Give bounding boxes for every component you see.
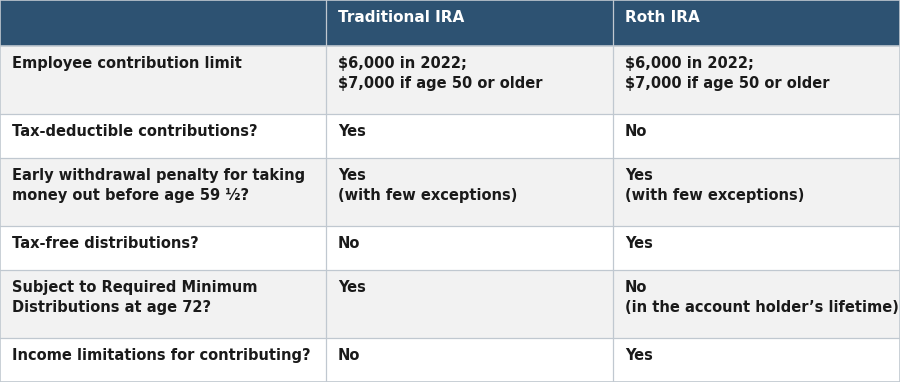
Text: Early withdrawal penalty for taking
money out before age 59 ½?: Early withdrawal penalty for taking mone… xyxy=(12,168,305,203)
Text: Subject to Required Minimum
Distributions at age 72?: Subject to Required Minimum Distribution… xyxy=(12,280,257,316)
Text: Yes: Yes xyxy=(338,124,365,139)
Text: Traditional IRA: Traditional IRA xyxy=(338,10,464,25)
Bar xyxy=(0,227,326,270)
Text: No: No xyxy=(625,124,647,139)
Bar xyxy=(613,114,900,158)
Text: Yes
(with few exceptions): Yes (with few exceptions) xyxy=(625,168,805,203)
Text: No: No xyxy=(338,236,360,251)
Text: $6,000 in 2022;
$7,000 if age 50 or older: $6,000 in 2022; $7,000 if age 50 or olde… xyxy=(338,56,543,91)
Bar xyxy=(613,227,900,270)
Bar xyxy=(613,270,900,338)
Text: Employee contribution limit: Employee contribution limit xyxy=(12,56,242,71)
Bar xyxy=(0,338,326,382)
Text: Tax-free distributions?: Tax-free distributions? xyxy=(12,236,199,251)
Bar xyxy=(613,158,900,227)
Text: Yes: Yes xyxy=(625,236,652,251)
Bar xyxy=(0,0,326,46)
Text: Yes
(with few exceptions): Yes (with few exceptions) xyxy=(338,168,518,203)
Text: Roth IRA: Roth IRA xyxy=(625,10,699,25)
Bar xyxy=(326,0,613,46)
Bar xyxy=(326,158,613,227)
Text: $6,000 in 2022;
$7,000 if age 50 or older: $6,000 in 2022; $7,000 if age 50 or olde… xyxy=(625,56,830,91)
Bar xyxy=(326,114,613,158)
Bar xyxy=(613,338,900,382)
Bar xyxy=(326,338,613,382)
Bar xyxy=(0,270,326,338)
Text: Yes: Yes xyxy=(338,280,365,295)
Bar xyxy=(0,46,326,114)
Bar xyxy=(613,46,900,114)
Text: No: No xyxy=(338,348,360,363)
Text: Tax-deductible contributions?: Tax-deductible contributions? xyxy=(12,124,257,139)
Bar xyxy=(326,46,613,114)
Text: Income limitations for contributing?: Income limitations for contributing? xyxy=(12,348,310,363)
Bar xyxy=(613,0,900,46)
Text: Yes: Yes xyxy=(625,348,652,363)
Bar xyxy=(326,227,613,270)
Bar xyxy=(0,158,326,227)
Text: No
(in the account holder’s lifetime): No (in the account holder’s lifetime) xyxy=(625,280,899,316)
Bar xyxy=(326,270,613,338)
Bar xyxy=(0,114,326,158)
